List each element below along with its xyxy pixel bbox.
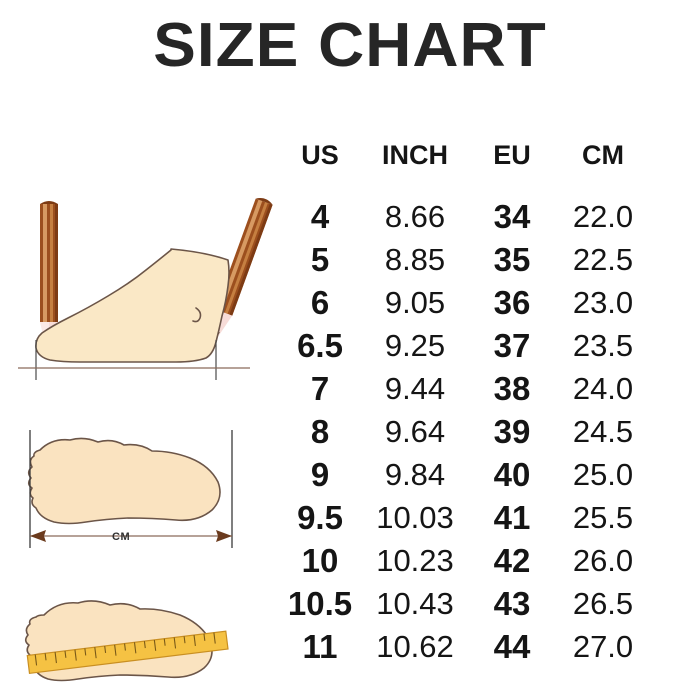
- cell-us: 9: [310, 456, 330, 493]
- cell-cm: 25.5: [572, 500, 634, 535]
- cell-inch: 10.03: [376, 500, 454, 535]
- table-row: 5 8.85 35 22.5: [283, 238, 655, 281]
- cell-us: 5: [310, 241, 330, 278]
- column-header-us: US: [301, 140, 339, 170]
- cell-cm: 22.0: [572, 199, 634, 234]
- column-header-eu: EU: [493, 140, 531, 170]
- cell-us: 4: [310, 198, 330, 235]
- cell-eu: 36: [493, 284, 531, 321]
- cell-us: 8: [310, 413, 330, 450]
- table-row: 4 8.66 34 22.0: [283, 195, 655, 238]
- table-row: 9 9.84 40 25.0: [283, 453, 655, 496]
- table-row: 7 9.44 38 24.0: [283, 367, 655, 410]
- cell-inch: 8.85: [384, 242, 446, 277]
- ruler-icon: [26, 630, 229, 675]
- cell-eu: 40: [493, 456, 531, 493]
- cell-cm: 24.5: [572, 414, 634, 449]
- table-header-row: US INCH EU CM: [283, 140, 655, 195]
- cell-inch: 9.84: [384, 457, 446, 492]
- cell-cm: 24.0: [572, 371, 634, 406]
- cell-us: 11: [302, 628, 338, 665]
- column-header-cm: CM: [582, 140, 624, 170]
- illustration-column: CM: [0, 190, 285, 700]
- table-row: 10.5 10.43 43 26.5: [283, 582, 655, 625]
- cell-cm: 26.5: [572, 586, 634, 621]
- footprint-icon: [27, 437, 221, 525]
- cell-us: 7: [310, 370, 330, 407]
- cell-inch: 10.62: [376, 629, 454, 664]
- table-row: 11 10.62 44 27.0: [283, 625, 655, 668]
- cell-us: 10.5: [287, 585, 353, 622]
- cell-eu: 39: [493, 413, 531, 450]
- cell-cm: 23.5: [572, 328, 634, 363]
- cell-cm: 23.0: [572, 285, 634, 320]
- cell-inch: 10.43: [376, 586, 454, 621]
- cell-cm: 26.0: [572, 543, 634, 578]
- cell-eu: 41: [493, 499, 531, 536]
- table-row: 10 10.23 42 26.0: [283, 539, 655, 582]
- cell-inch: 9.44: [384, 371, 446, 406]
- foot-side-view-illustration: [0, 190, 285, 390]
- table-row: 6.5 9.25 37 23.5: [283, 324, 655, 367]
- footprint-measure-illustration: CM: [0, 418, 285, 568]
- cell-eu: 43: [493, 585, 531, 622]
- cell-us: 6: [310, 284, 330, 321]
- cell-eu: 37: [493, 327, 531, 364]
- cell-us: 6.5: [297, 327, 343, 364]
- cell-inch: 9.25: [384, 328, 446, 363]
- foot-side-icon: [35, 248, 230, 363]
- footprint-ruler-illustration: [0, 585, 285, 700]
- cell-eu: 42: [493, 542, 531, 579]
- table-row: 9.5 10.03 41 25.5: [283, 496, 655, 539]
- column-header-inch: INCH: [382, 140, 448, 170]
- measurement-guides: [18, 340, 250, 380]
- table-row: 8 9.64 39 24.5: [283, 410, 655, 453]
- cell-us: 10: [301, 542, 339, 579]
- page-title: SIZE CHART: [153, 11, 547, 80]
- cell-us: 9.5: [297, 499, 343, 536]
- cell-eu: 35: [493, 241, 531, 278]
- table-row: 6 9.05 36 23.0: [283, 281, 655, 324]
- cell-cm: 27.0: [572, 629, 634, 664]
- cell-cm: 25.0: [572, 457, 634, 492]
- cell-eu: 34: [493, 198, 531, 235]
- cell-inch: 9.05: [384, 285, 446, 320]
- measure-arrow-icon: [29, 430, 233, 548]
- cell-cm: 22.5: [572, 242, 634, 277]
- cell-inch: 9.64: [384, 414, 446, 449]
- cell-inch: 8.66: [384, 199, 446, 234]
- cm-unit-label: CM: [112, 531, 131, 543]
- size-chart-table: US INCH EU CM 4 8.66 34 22.0 5 8.85 35 22.5 6 9.0…: [283, 140, 683, 668]
- cell-eu: 38: [493, 370, 531, 407]
- cell-inch: 10.23: [376, 543, 454, 578]
- cell-eu: 44: [493, 628, 531, 665]
